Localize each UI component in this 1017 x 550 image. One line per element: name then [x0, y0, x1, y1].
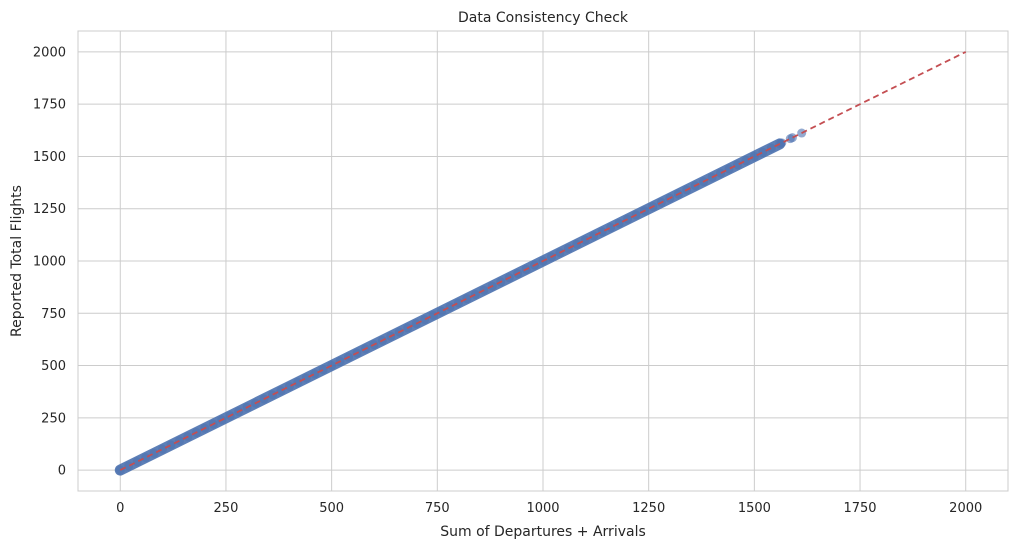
x-tick-label: 1000 [526, 501, 559, 516]
data-point [741, 156, 751, 166]
data-point [124, 461, 134, 471]
data-point [293, 377, 303, 387]
data-point [166, 440, 176, 450]
x-tick-label: 250 [214, 501, 239, 516]
data-point [141, 453, 151, 463]
y-axis-label: Reported Total Flights [9, 185, 25, 337]
data-marks [114, 51, 967, 476]
x-tick-label: 1750 [843, 501, 876, 516]
data-point [462, 294, 472, 304]
data-point [563, 243, 573, 253]
y-tick-label: 0 [58, 464, 66, 479]
tick-labels: 0 250 500 750 1000 1250 1500 1750 2000 0 250 500 750… [33, 45, 982, 516]
y-tick-label: 250 [41, 411, 66, 426]
data-point [437, 306, 447, 316]
data-point [716, 168, 726, 178]
data-point [724, 164, 734, 174]
x-tick-label: 1500 [738, 501, 771, 516]
data-point [787, 133, 797, 143]
x-tick-label: 500 [319, 501, 344, 516]
data-point [174, 436, 184, 446]
data-point [158, 444, 168, 454]
data-point [606, 223, 616, 233]
data-point [470, 289, 480, 299]
x-tick-label: 0 [116, 501, 124, 516]
data-point [284, 381, 294, 391]
data-point [597, 227, 607, 237]
data-point [301, 373, 311, 383]
data-point [749, 151, 759, 161]
x-tick-label: 1250 [632, 501, 665, 516]
y-tick-label: 1750 [33, 98, 66, 113]
reference-line [119, 51, 967, 471]
chart-title: Data Consistency Check [458, 10, 629, 26]
data-point [589, 231, 599, 241]
plot-frame [77, 30, 1009, 492]
y-tick-label: 1250 [33, 202, 66, 217]
data-point [732, 160, 742, 170]
data-point [318, 365, 328, 375]
data-point [149, 448, 159, 458]
y-tick-label: 750 [41, 307, 66, 322]
data-point [580, 235, 590, 245]
y-tick-label: 2000 [33, 45, 66, 60]
data-point [453, 298, 463, 308]
data-point [445, 302, 455, 312]
data-point [132, 457, 142, 467]
x-axis-label: Sum of Departures + Arrivals [440, 524, 646, 540]
y-tick-label: 1000 [33, 255, 66, 270]
data-point [572, 239, 582, 249]
x-tick-label: 2000 [949, 501, 982, 516]
y-tick-label: 500 [41, 359, 66, 374]
data-point [766, 143, 776, 153]
data-point [758, 147, 768, 157]
data-point [310, 369, 320, 379]
data-point [276, 386, 286, 396]
x-tick-label: 750 [425, 501, 450, 516]
data-point [614, 218, 624, 228]
data-point [420, 315, 430, 325]
data-point [777, 138, 787, 148]
data-point [267, 390, 277, 400]
data-point [428, 310, 438, 320]
y-tick-label: 1500 [33, 150, 66, 165]
